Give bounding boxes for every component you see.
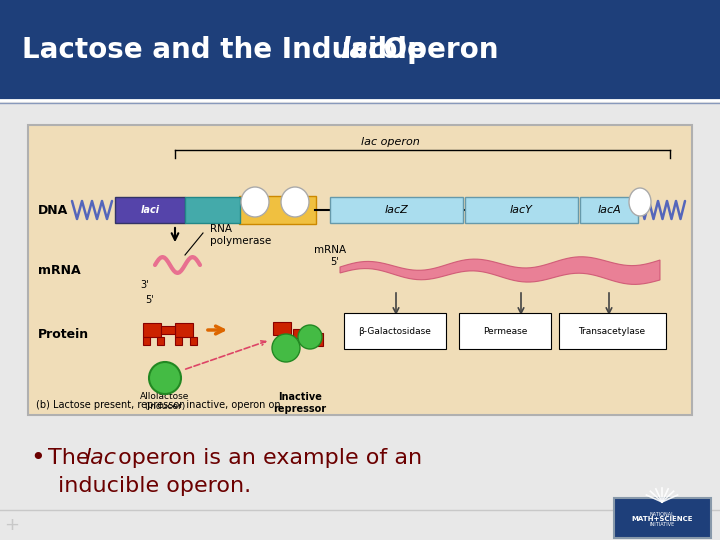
Text: β-Galactosidase: β-Galactosidase	[359, 327, 431, 335]
Text: mRNA: mRNA	[38, 264, 81, 276]
Circle shape	[272, 334, 300, 362]
Bar	[115, 197, 185, 223]
Text: lac: lac	[341, 36, 385, 64]
Text: lac: lac	[84, 448, 116, 468]
Text: lacY: lacY	[510, 205, 533, 215]
Bar	[465, 197, 578, 223]
FancyBboxPatch shape	[459, 313, 551, 349]
Text: INITIATIVE: INITIATIVE	[649, 522, 675, 526]
Text: lacZ: lacZ	[384, 205, 408, 215]
FancyBboxPatch shape	[559, 313, 666, 349]
Bar	[330, 197, 463, 223]
Ellipse shape	[241, 187, 269, 217]
FancyBboxPatch shape	[344, 313, 446, 349]
Text: Allolactose
(inducer): Allolactose (inducer)	[140, 392, 189, 411]
Bar	[143, 337, 150, 345]
Bar	[185, 197, 240, 223]
Text: Lactose and the Inducible: Lactose and the Inducible	[22, 36, 436, 64]
Bar	[0, 0, 720, 100]
Text: Transacetylase: Transacetylase	[578, 327, 646, 335]
Text: (b) Lactose present, repressor inactive, operon on: (b) Lactose present, repressor inactive,…	[36, 400, 281, 410]
Text: Inactive
repressor: Inactive repressor	[274, 392, 327, 414]
Text: NATIONAL: NATIONAL	[649, 511, 675, 516]
Bar	[157, 337, 164, 345]
Text: inducible operon.: inducible operon.	[58, 476, 251, 496]
Text: Operon: Operon	[374, 36, 499, 64]
Text: mRNA: mRNA	[314, 245, 346, 255]
Bar	[189, 337, 197, 345]
Text: 5': 5'	[330, 257, 339, 267]
Bar	[175, 323, 193, 337]
Text: +: +	[4, 516, 19, 534]
Text: lacA: lacA	[597, 205, 621, 215]
Text: DNA: DNA	[38, 204, 68, 217]
Bar	[273, 322, 291, 335]
Bar	[28, 125, 692, 415]
Bar	[161, 326, 175, 334]
Text: The: The	[48, 448, 96, 468]
Text: RNA
polymerase: RNA polymerase	[210, 224, 271, 246]
Bar	[305, 333, 323, 346]
Text: MATH+SCIENCE: MATH+SCIENCE	[631, 516, 693, 522]
Ellipse shape	[281, 187, 309, 217]
Text: 3': 3'	[140, 280, 149, 290]
Bar	[580, 197, 638, 223]
Circle shape	[149, 362, 181, 394]
Text: 5': 5'	[145, 295, 154, 305]
Text: •: •	[30, 446, 45, 470]
Polygon shape	[340, 256, 660, 285]
FancyBboxPatch shape	[614, 498, 711, 538]
FancyBboxPatch shape	[239, 196, 316, 224]
Text: Protein: Protein	[38, 328, 89, 341]
Circle shape	[298, 325, 322, 349]
Bar	[175, 337, 182, 345]
Ellipse shape	[629, 188, 651, 216]
Bar	[143, 323, 161, 337]
Text: Permease: Permease	[483, 327, 527, 335]
Text: operon is an example of an: operon is an example of an	[111, 448, 422, 468]
Text: lac operon: lac operon	[361, 137, 419, 147]
Bar	[293, 329, 307, 338]
Text: laci: laci	[140, 205, 160, 215]
